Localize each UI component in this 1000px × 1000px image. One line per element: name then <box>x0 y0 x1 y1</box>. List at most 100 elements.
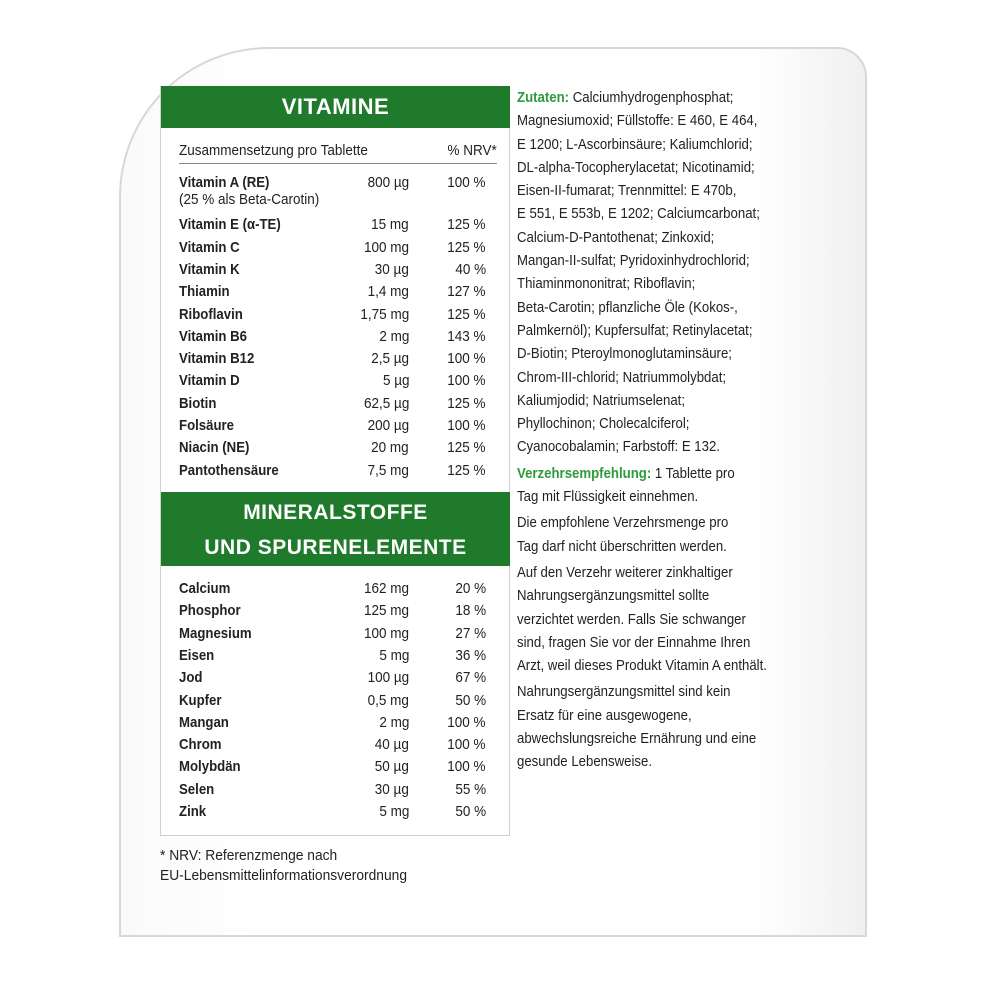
nutrient-name: Vitamin C <box>179 238 240 256</box>
text-line: Kaliumjodid; Natriumselenat; <box>517 389 816 412</box>
text-line: Tag darf nicht überschritten werden. <box>517 535 816 558</box>
nutrient-name: Niacin (NE) <box>179 439 250 457</box>
nutrient-name: Molybdän <box>179 758 241 776</box>
nutrient-name: Kupfer <box>179 691 222 709</box>
footnote-line: EU-Lebensmittelinformationsverordnung <box>160 867 408 884</box>
nutrient-amount: 20 mg <box>371 439 409 457</box>
table-row: Vitamin A (RE) 800 µg 100 % <box>179 172 489 194</box>
line-text: Kaliumjodid; Natriumselenat; <box>517 391 686 409</box>
text-line: D-Biotin; Pteroylmonoglutaminsäure; <box>517 342 816 365</box>
nutrient-name: Vitamin D <box>179 372 240 390</box>
table-row: Niacin (NE) 20 mg 125 % <box>179 437 489 459</box>
nutrient-nrv: 50 % <box>455 803 486 820</box>
line-text: Eisen-II-fumarat; Trennmittel: E 470b, <box>517 182 737 200</box>
warning-text: Nahrungsergänzungsmittel sind kein Ersatz… <box>517 680 857 773</box>
nutrient-amount: 5 mg <box>378 803 409 820</box>
line-text: Nahrungsergänzungsmittel sind kein <box>517 683 731 701</box>
nutrient-name: Folsäure <box>179 417 235 434</box>
nutrient-amount: 162 mg <box>363 580 409 597</box>
line-text: gesunde Lebensweise. <box>517 753 653 771</box>
nutrient-nrv: 100 % <box>447 350 486 368</box>
column-header: Zusammensetzung pro Tablette % NRV* <box>179 142 497 164</box>
nutrient-nrv: 36 % <box>455 646 486 664</box>
nutrient-name: Biotin <box>179 394 217 412</box>
table-row: Mangan 2 mg 100 % <box>179 712 489 734</box>
text-line: Auf den Verzehr weiterer zinkhaltiger <box>517 561 816 584</box>
nutrient-nrv: 125 % <box>447 439 486 457</box>
nutrient-name: Vitamin A (RE) <box>179 174 270 191</box>
text-line: Thiaminmononitrat; Riboflavin; <box>517 272 816 295</box>
nutrient-name: Pantothensäure <box>179 461 279 479</box>
line-text: Calciumhydrogenphosphat; <box>569 89 734 106</box>
nutrient-name: Vitamin E (α-TE) <box>179 216 281 234</box>
nutrient-name: Thiamin <box>179 283 230 301</box>
nutrient-amount: 0,5 mg <box>367 691 409 709</box>
table-row: Folsäure 200 µg 100 % <box>179 415 489 437</box>
nutrient-amount: 30 µg <box>374 780 409 798</box>
text-line: verzichtet werden. Falls Sie schwanger <box>517 608 816 631</box>
text-line: Eisen-II-fumarat; Trennmittel: E 470b, <box>517 179 816 202</box>
table-row: Eisen 5 mg 36 % <box>179 645 489 667</box>
nutrient-nrv: 100 % <box>447 372 486 390</box>
nutrient-name: Riboflavin <box>179 305 243 323</box>
table-row: Vitamin B12 2,5 µg 100 % <box>179 348 489 370</box>
col-nrv: % NRV* <box>447 142 497 159</box>
line-text: E 1200; L-Ascorbinsäure; Kaliumchlorid; <box>517 135 753 153</box>
text-line: Ersatz für eine ausgewogene, <box>517 704 816 727</box>
nutrient-name: Jod <box>179 669 203 687</box>
table-row: Vitamin K 30 µg 40 % <box>179 259 489 281</box>
nutrient-name: Magnesium <box>179 624 252 642</box>
line-text: Chrom-III-chlorid; Natriummolybdat; <box>517 368 727 386</box>
text-line: sind, fragen Sie vor der Einnahme Ihren <box>517 631 816 654</box>
line-text: DL-alpha-Tocopherylacetat; Nicotinamid; <box>517 158 755 176</box>
table-row: Calcium 162 mg 20 % <box>179 578 489 600</box>
nutrient-amount: 800 µg <box>367 174 409 191</box>
table-row: Zink 5 mg 50 % <box>179 801 489 823</box>
text-line: Zutaten: Calciumhydrogenphosphat; <box>517 86 816 109</box>
vitamin-a-note: (25 % als Beta-Carotin) <box>179 191 320 208</box>
nutrient-amount: 125 mg <box>363 602 409 620</box>
nutrient-name: Mangan <box>179 713 229 731</box>
text-line: Cyanocobalamin; Farbstoff: E 132. <box>517 435 816 458</box>
nutrient-name: Selen <box>179 780 215 798</box>
table-row: Molybdän 50 µg 100 % <box>179 756 489 778</box>
nutrient-nrv: 125 % <box>447 461 486 479</box>
text-line: Beta-Carotin; pflanzliche Öle (Kokos-, <box>517 296 816 319</box>
nutrient-amount: 50 µg <box>374 758 409 776</box>
warning-text: Die empfohlene Verzehrsmenge pro Tag darf… <box>517 511 857 558</box>
table-row: Jod 100 µg 67 % <box>179 667 489 689</box>
nutrient-nrv: 27 % <box>455 624 486 642</box>
nutrient-amount: 2 mg <box>378 327 409 345</box>
line-text: sind, fragen Sie vor der Einnahme Ihren <box>517 633 751 651</box>
line-text: Arzt, weil dieses Produkt Vitamin A enth… <box>517 657 767 675</box>
footnote: * NRV: Referenzmenge nach EU-Lebensmitte… <box>160 846 407 886</box>
table-row: Magnesium 100 mg 27 % <box>179 623 489 645</box>
nutrient-amount: 5 µg <box>382 372 409 390</box>
text-line: Magnesiumoxid; Füllstoffe: E 460, E 464, <box>517 109 816 132</box>
text-line: Palmkernöl); Kupfersulfat; Retinylacetat… <box>517 319 816 342</box>
nutrition-table: VITAMINE Zusammensetzung pro Tablette % … <box>160 86 510 836</box>
table-row: Riboflavin 1,75 mg 125 % <box>179 304 489 326</box>
nutrient-name: Vitamin B12 <box>179 350 255 368</box>
nutrient-amount: 2 mg <box>378 713 409 731</box>
nutrient-amount: 200 µg <box>367 417 409 434</box>
table-row: Phosphor 125 mg 18 % <box>179 600 489 622</box>
table-row: Kupfer 0,5 mg 50 % <box>179 690 489 712</box>
ingredients-label: Zutaten: <box>517 89 570 106</box>
line-text: D-Biotin; Pteroylmonoglutaminsäure; <box>517 345 732 363</box>
text-line: Nahrungsergänzungsmittel sollte <box>517 584 816 607</box>
nutrient-name: Vitamin B6 <box>179 327 247 345</box>
line-text: Mangan-II-sulfat; Pyridoxinhydrochlorid; <box>517 252 750 270</box>
nutrient-name: Vitamin K <box>179 260 240 278</box>
nutrient-amount: 5 mg <box>378 646 409 664</box>
line-text: 1 Tablette pro <box>651 464 735 482</box>
table-row: Biotin 62,5 µg 125 % <box>179 393 489 415</box>
nutrient-nrv: 125 % <box>447 394 486 412</box>
line-text: Auf den Verzehr weiterer zinkhaltiger <box>517 563 733 581</box>
nutrient-amount: 30 µg <box>374 260 409 278</box>
line-text: Beta-Carotin; pflanzliche Öle (Kokos-, <box>517 298 738 316</box>
nutrient-amount: 100 µg <box>367 669 409 687</box>
text-line: gesunde Lebensweise. <box>517 750 816 773</box>
text-line: Verzehrsempfehlung: 1 Tablette pro <box>517 462 816 485</box>
ingredients: Zutaten: Calciumhydrogenphosphat; Magnesi… <box>517 86 857 459</box>
